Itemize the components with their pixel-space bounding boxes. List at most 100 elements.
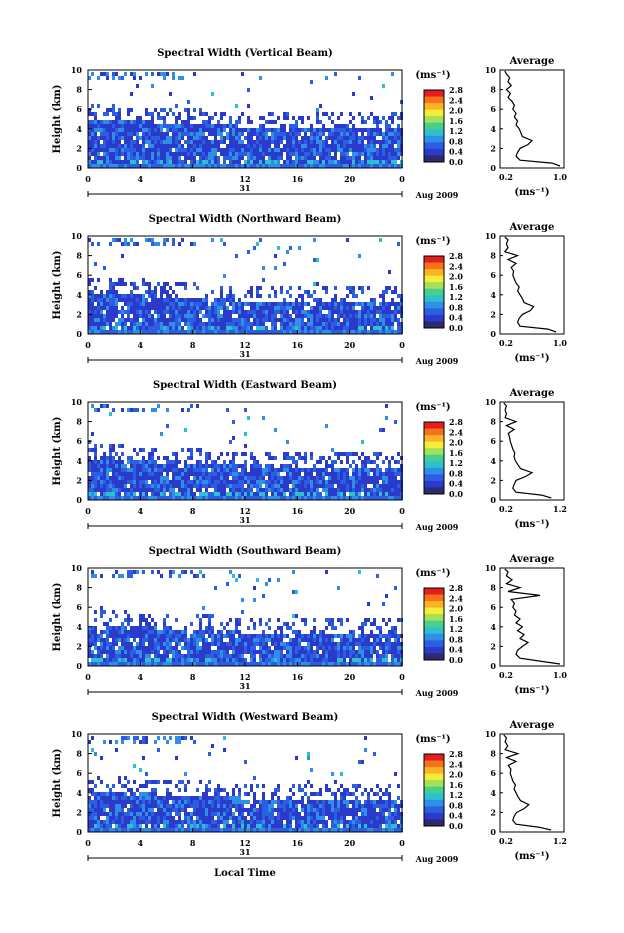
heatmap-cell bbox=[199, 618, 202, 622]
heatmap-cell bbox=[349, 286, 352, 290]
heatmap-cell bbox=[382, 160, 385, 164]
heatmap-cell bbox=[331, 492, 334, 496]
heatmap-cell bbox=[250, 480, 253, 484]
heatmap-cell bbox=[310, 654, 313, 658]
heatmap-cell bbox=[292, 642, 295, 646]
heatmap-cell bbox=[190, 156, 193, 160]
heatmap-cell bbox=[169, 318, 172, 322]
heatmap-cell bbox=[187, 108, 190, 112]
heatmap-cell bbox=[262, 658, 265, 662]
heatmap-cell bbox=[265, 302, 268, 306]
heatmap-cell bbox=[328, 638, 331, 642]
day-label: 31 bbox=[239, 515, 250, 525]
heatmap-cell bbox=[298, 468, 301, 472]
heatmap-cell bbox=[163, 242, 166, 246]
heatmap-cell bbox=[334, 318, 337, 322]
heatmap-cell bbox=[253, 626, 256, 630]
heatmap-cell bbox=[328, 496, 331, 500]
heatmap-cell bbox=[103, 480, 106, 484]
heatmap-cell bbox=[385, 318, 388, 322]
heatmap-cell bbox=[220, 630, 223, 634]
heatmap-cell bbox=[262, 642, 265, 646]
heatmap-cell bbox=[109, 298, 112, 302]
heatmap-cell bbox=[130, 156, 133, 160]
heatmap-cell bbox=[118, 108, 121, 112]
heatmap-cell bbox=[112, 574, 115, 578]
heatmap-cell bbox=[358, 164, 361, 168]
heatmap-cell bbox=[133, 662, 136, 666]
heatmap-cell bbox=[337, 618, 340, 622]
heatmap-cell bbox=[286, 662, 289, 666]
heatmap-cell bbox=[379, 326, 382, 330]
heatmap-cell bbox=[313, 132, 316, 136]
heatmap-cell bbox=[376, 132, 379, 136]
heatmap-cell bbox=[250, 488, 253, 492]
heatmap-cell bbox=[199, 448, 202, 452]
heatmap-cell bbox=[115, 748, 118, 752]
heatmap-cell bbox=[280, 318, 283, 322]
heatmap-cell bbox=[196, 152, 199, 156]
heatmap-cell bbox=[379, 144, 382, 148]
heatmap-cell bbox=[175, 132, 178, 136]
heatmap-cell bbox=[352, 496, 355, 500]
heatmap-cell bbox=[376, 468, 379, 472]
heatmap-cell bbox=[142, 468, 145, 472]
heatmap-cell bbox=[109, 484, 112, 488]
heatmap-cell bbox=[289, 464, 292, 468]
heatmap-cell bbox=[262, 144, 265, 148]
heatmap-cell bbox=[337, 148, 340, 152]
heatmap-cell bbox=[100, 756, 103, 760]
heatmap-cell bbox=[151, 112, 154, 116]
heatmap-cell bbox=[340, 140, 343, 144]
heatmap-cell bbox=[334, 330, 337, 334]
heatmap-cell bbox=[139, 464, 142, 468]
heatmap-cell bbox=[301, 658, 304, 662]
colorbar-segment bbox=[424, 588, 444, 595]
heatmap-cell bbox=[382, 662, 385, 666]
heatmap-cell bbox=[358, 472, 361, 476]
heatmap-cell bbox=[331, 302, 334, 306]
heatmap-cell bbox=[187, 318, 190, 322]
heatmap-cell bbox=[109, 318, 112, 322]
heatmap-cell bbox=[94, 618, 97, 622]
heatmap-cell bbox=[190, 132, 193, 136]
heatmap-cell bbox=[325, 638, 328, 642]
heatmap-cell bbox=[91, 630, 94, 634]
heatmap-cell bbox=[217, 496, 220, 500]
heatmap-cell bbox=[295, 452, 298, 456]
heatmap-cell bbox=[148, 488, 151, 492]
heatmap-cell bbox=[193, 496, 196, 500]
heatmap-cell bbox=[301, 116, 304, 120]
heatmap-cell bbox=[232, 468, 235, 472]
heatmap-cell bbox=[160, 136, 163, 140]
heatmap-cell bbox=[139, 136, 142, 140]
heatmap-cell bbox=[187, 132, 190, 136]
heatmap-cell bbox=[322, 156, 325, 160]
heatmap-cell bbox=[208, 646, 211, 650]
heatmap-cell bbox=[97, 318, 100, 322]
heatmap-cell bbox=[178, 124, 181, 128]
heatmap-cell bbox=[160, 140, 163, 144]
heatmap-cell bbox=[397, 152, 400, 156]
heatmap-cell bbox=[163, 286, 166, 290]
heatmap-cell bbox=[190, 646, 193, 650]
heatmap-cell bbox=[91, 492, 94, 496]
heatmap-cell bbox=[175, 302, 178, 306]
heatmap-cell bbox=[307, 654, 310, 658]
heatmap-cell bbox=[130, 662, 133, 666]
heatmap-cell bbox=[91, 104, 94, 108]
heatmap-cell bbox=[277, 160, 280, 164]
heatmap-cell bbox=[283, 128, 286, 132]
heatmap-cell bbox=[292, 476, 295, 480]
heatmap-cell bbox=[256, 286, 259, 290]
heatmap-cell bbox=[91, 144, 94, 148]
profile-title: Average bbox=[509, 56, 555, 67]
heatmap-cell bbox=[304, 488, 307, 492]
heatmap-cell bbox=[175, 642, 178, 646]
heatmap-cell bbox=[391, 164, 394, 168]
heatmap-cell bbox=[211, 476, 214, 480]
heatmap-cell bbox=[289, 496, 292, 500]
heatmap-cell bbox=[325, 472, 328, 476]
heatmap-cell bbox=[205, 302, 208, 306]
heatmap-cell bbox=[118, 156, 121, 160]
